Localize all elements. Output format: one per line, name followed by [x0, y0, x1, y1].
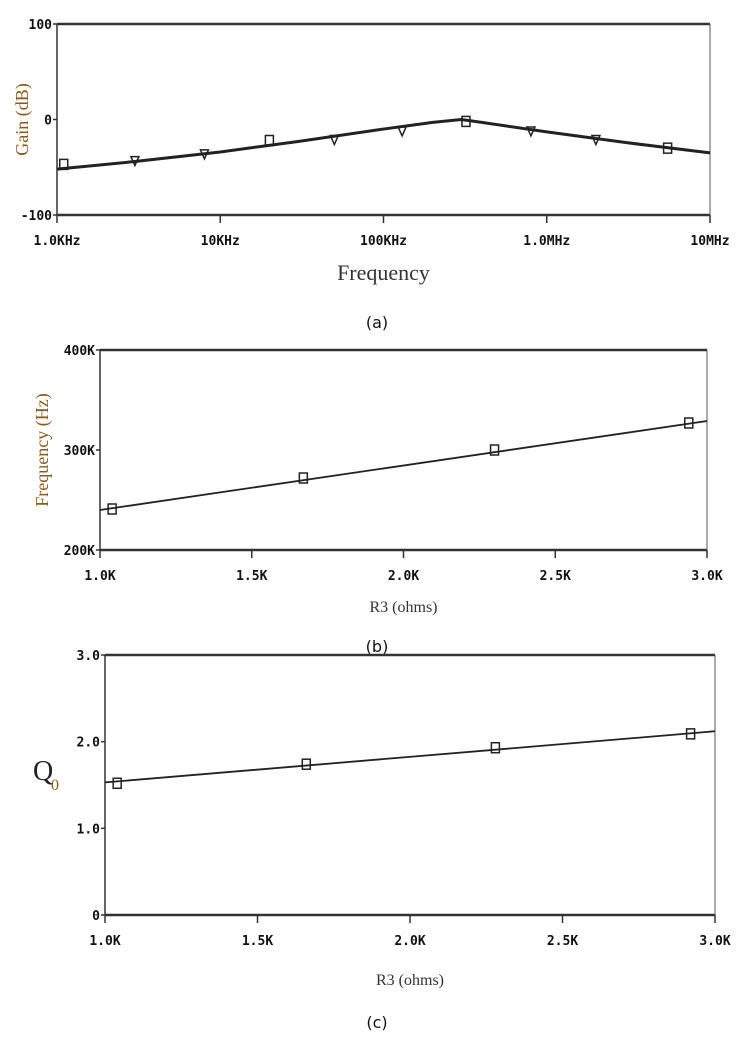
y-tick-label: 2.0: [77, 736, 101, 751]
y-tick-label: 400K: [64, 344, 95, 359]
x-tick-label: 1.5K: [236, 569, 267, 584]
y-axis-label: Gain (dB): [12, 83, 33, 155]
y-tick-label: 200K: [64, 544, 95, 559]
y-tick-label: 1.0: [77, 822, 101, 837]
x-tick-label: 3.0K: [691, 569, 722, 584]
triangle-marker: [590, 134, 602, 147]
x-tick-label: 1.0MHz: [523, 234, 570, 249]
caption: (a): [366, 313, 388, 332]
x-tick-label: 3.0K: [699, 934, 730, 949]
square-marker: [264, 134, 275, 147]
y-axis-label-subscript: 0: [51, 777, 59, 794]
x-tick-label: 10MHz: [690, 234, 729, 249]
square-marker: [489, 444, 500, 456]
y-tick-label: 300K: [64, 444, 95, 459]
x-tick-label: 1.0K: [84, 569, 115, 584]
y-tick-label: 0: [92, 909, 100, 924]
x-tick-label: 10KHz: [201, 234, 240, 249]
series-line: [104, 730, 716, 784]
x-tick-label: 1.0K: [89, 934, 120, 949]
y-tick-label: -100: [21, 209, 52, 224]
x-tick-label: 2.5K: [540, 569, 571, 584]
square-marker: [107, 503, 117, 515]
x-tick-label: 1.5K: [242, 934, 273, 949]
square-marker: [112, 777, 122, 790]
y-tick-label: 3.0: [77, 649, 101, 664]
triangle-marker: [129, 155, 141, 168]
x-tick-label: 100KHz: [360, 234, 407, 249]
square-marker: [298, 472, 309, 484]
x-tick-label: 2.5K: [547, 934, 578, 949]
y-axis-label: Q: [33, 756, 53, 787]
square-marker: [59, 158, 69, 171]
triangle-marker: [329, 134, 340, 147]
x-axis-label: R3 (ohms): [370, 599, 438, 616]
x-axis-label: R3 (ohms): [376, 972, 444, 989]
y-tick-label: 100: [29, 18, 53, 33]
square-marker: [685, 728, 696, 740]
square-marker: [461, 115, 471, 128]
caption: (b): [366, 637, 389, 656]
x-axis-label: Frequency: [337, 260, 430, 285]
series-line: [99, 420, 708, 511]
square-marker: [662, 142, 673, 154]
series-line: [56, 117, 711, 171]
y-tick-label: 0: [44, 114, 52, 129]
square-marker: [684, 417, 694, 429]
caption: (c): [366, 1013, 387, 1032]
square-marker: [490, 741, 501, 754]
y-axis-label: Frequency (Hz): [32, 393, 53, 506]
triangle-marker: [525, 126, 537, 138]
triangle-marker: [396, 126, 408, 138]
triangle-marker: [199, 149, 210, 161]
x-tick-label: 2.0K: [388, 569, 419, 584]
x-tick-label: 1.0KHz: [34, 234, 81, 249]
x-tick-label: 2.0K: [394, 934, 425, 949]
square-marker: [301, 758, 312, 770]
